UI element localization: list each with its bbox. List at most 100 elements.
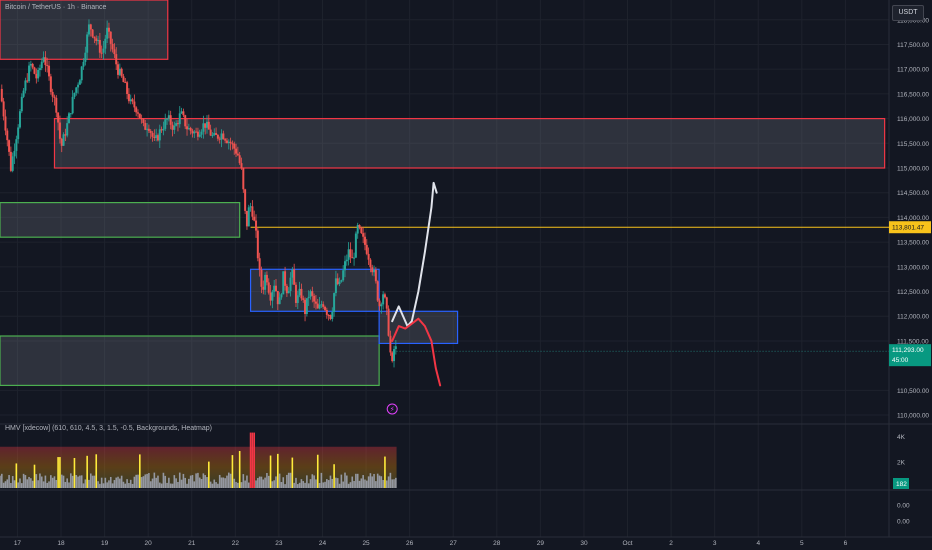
candle-body bbox=[151, 132, 154, 137]
candle-body bbox=[106, 27, 109, 39]
candle-body bbox=[222, 133, 225, 140]
candle-body bbox=[146, 128, 149, 130]
candle-body bbox=[322, 304, 325, 307]
volume-bar bbox=[115, 477, 118, 488]
candle-body bbox=[33, 67, 36, 74]
candle-body bbox=[351, 257, 354, 259]
volume-bar bbox=[326, 479, 328, 488]
volume-bar bbox=[311, 474, 314, 488]
candle-body bbox=[216, 134, 219, 139]
volume-bar bbox=[68, 482, 70, 488]
zone-red bbox=[53, 117, 886, 169]
volume-bar bbox=[91, 475, 94, 488]
x-tick-label: 2 bbox=[669, 540, 673, 547]
candle-body bbox=[325, 309, 328, 315]
x-tick-label: 27 bbox=[450, 540, 458, 547]
x-tick-label: 28 bbox=[493, 540, 501, 547]
candle-body bbox=[80, 66, 83, 81]
zone-red bbox=[0, 0, 169, 60]
volume-bar bbox=[148, 473, 150, 488]
volume-bar bbox=[233, 478, 236, 488]
volume-bar bbox=[347, 483, 350, 488]
candle-body bbox=[293, 269, 296, 285]
volume-bar bbox=[237, 482, 239, 488]
candle-body bbox=[235, 148, 238, 154]
candle-body bbox=[84, 52, 87, 62]
volume-bar bbox=[66, 478, 68, 488]
candle-body bbox=[162, 128, 165, 131]
candle-body bbox=[118, 68, 121, 75]
candle-body bbox=[189, 128, 192, 131]
lightning-icon bbox=[386, 403, 398, 415]
volume-bar bbox=[257, 478, 259, 488]
candle-body bbox=[20, 96, 23, 112]
volume-bar bbox=[59, 457, 61, 488]
last-price-badge bbox=[889, 344, 931, 367]
volume-bar bbox=[286, 474, 288, 488]
candle-body bbox=[391, 352, 394, 362]
volume-bar bbox=[353, 480, 355, 488]
candle-body bbox=[164, 119, 167, 129]
volume-bar bbox=[271, 481, 274, 488]
volume-bar bbox=[331, 478, 334, 488]
candle-body bbox=[62, 134, 65, 146]
volume-bar bbox=[95, 454, 98, 488]
candle-body bbox=[382, 294, 385, 305]
candle-body bbox=[135, 107, 138, 113]
currency-button[interactable]: USDT bbox=[892, 5, 924, 21]
indicator-title[interactable]: HMV [xdecow] (610, 610, 4.5, 3, 1.5, -0.… bbox=[5, 425, 212, 432]
x-tick-label: Oct bbox=[622, 540, 632, 547]
volume-bar bbox=[306, 475, 308, 488]
zone-green bbox=[0, 201, 241, 238]
y-tick-label: 116,000.00 bbox=[897, 116, 929, 123]
volume-bar bbox=[109, 476, 112, 488]
y-tick-label: 117,000.00 bbox=[897, 67, 929, 74]
volume-bar bbox=[258, 476, 261, 488]
volume-bar bbox=[200, 479, 203, 488]
x-tick-label: 23 bbox=[275, 540, 283, 547]
volume-bar bbox=[208, 461, 210, 488]
candle-body bbox=[175, 123, 178, 126]
volume-tick-label: 4K bbox=[897, 434, 906, 441]
candle-body bbox=[18, 111, 21, 128]
y-tick-label: 111,500.00 bbox=[897, 338, 929, 345]
volume-bar bbox=[48, 481, 50, 488]
candle-body bbox=[336, 278, 339, 285]
volume-bar bbox=[82, 483, 85, 488]
volume-bar bbox=[155, 477, 157, 488]
volume-bar bbox=[349, 482, 352, 488]
candle-body bbox=[153, 136, 156, 138]
candle-body bbox=[66, 123, 69, 136]
volume-bar bbox=[51, 477, 54, 488]
candle-body bbox=[367, 253, 370, 260]
candle-body bbox=[287, 291, 290, 294]
candle-body bbox=[255, 220, 258, 231]
candle-body bbox=[191, 130, 194, 134]
volume-bar bbox=[133, 476, 136, 488]
volume-bar bbox=[369, 473, 372, 488]
candle-body bbox=[104, 38, 107, 49]
volume-bar bbox=[382, 480, 384, 488]
volume-bar bbox=[169, 483, 172, 488]
volume-bar bbox=[351, 476, 354, 488]
volume-pane bbox=[0, 432, 397, 488]
candle-body bbox=[316, 303, 319, 309]
candle-body bbox=[262, 286, 265, 290]
volume-bar bbox=[1, 473, 3, 488]
level-price-badge bbox=[889, 221, 931, 234]
candle-body bbox=[17, 127, 20, 140]
candle-body bbox=[113, 49, 116, 55]
volume-bar bbox=[229, 473, 232, 488]
volume-bar bbox=[189, 475, 192, 488]
x-tick-label: 19 bbox=[101, 540, 109, 547]
candle-body bbox=[126, 82, 129, 94]
volume-bar bbox=[137, 474, 139, 488]
volume-bar bbox=[70, 473, 72, 488]
volume-bar bbox=[57, 457, 59, 488]
candle-body bbox=[69, 113, 72, 115]
drawings[interactable] bbox=[391, 181, 442, 387]
candle-body bbox=[280, 294, 283, 298]
volume-bar bbox=[217, 483, 219, 488]
candle-body bbox=[102, 48, 105, 53]
